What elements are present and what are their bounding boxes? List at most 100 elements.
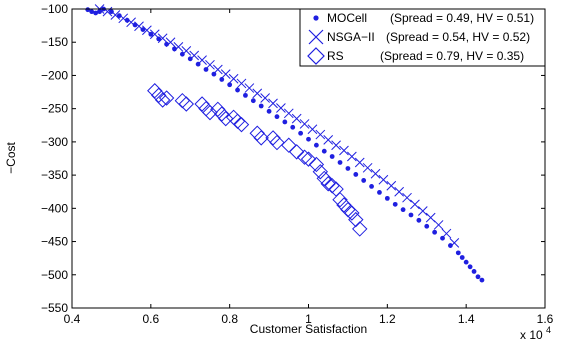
point-rs [308,156,325,173]
point-mocell [243,92,248,98]
point-mocell [345,166,351,171]
point-nsga2 [433,220,444,230]
point-nsga2 [126,17,136,28]
y-tick-label: −250 [41,102,68,116]
point-nsga2 [386,180,397,191]
legend-series-stats: (Spread = 0.49, HV = 0.51) [390,11,534,25]
point-mocell [377,189,382,195]
point-rs [348,211,364,228]
point-nsga2 [118,13,129,24]
point-nsga2 [189,50,200,61]
point-nsga2 [134,21,144,32]
x-tick-label: 1 [305,312,312,326]
point-mocell [353,172,359,177]
point-mocell [400,207,406,213]
point-nsga2 [228,73,239,84]
point-rs [210,101,226,118]
point-nsga2 [236,78,247,89]
point-nsga2 [205,59,215,70]
point-rs [344,205,360,221]
point-rs [265,130,281,146]
point-rs [269,134,285,151]
x-tick-label: 0.8 [221,312,238,326]
point-rs [300,151,317,167]
point-nsga2 [252,88,263,99]
point-mocell [459,255,465,260]
point-rs [218,110,234,127]
y-tick-label: −550 [41,301,68,315]
x-tick-label: 1.4 [458,312,475,326]
point-rs [296,149,313,165]
legend-marker-x-icon [308,29,324,45]
point-mocell [227,82,233,88]
point-mocell [211,71,217,77]
point-mocell [448,243,453,248]
y-axis-label: −Cost [4,141,18,173]
point-nsga2 [449,238,460,248]
point-mocell [455,250,461,256]
point-mocell [463,259,469,265]
point-nsga2 [307,124,318,135]
point-mocell [471,269,477,274]
point-rs [202,104,218,121]
point-mocell [156,36,162,42]
point-nsga2 [417,206,428,216]
point-mocell [298,130,304,136]
point-mocell [203,67,209,72]
point-nsga2 [315,129,326,140]
x-axis-multiplier-base: x 10 [520,328,543,342]
legend-series-name: NSGA−II [327,30,375,44]
point-mocell [432,229,438,235]
point-nsga2 [331,140,341,151]
point-nsga2 [402,192,412,203]
point-nsga2 [425,212,436,223]
point-mocell [282,119,288,125]
point-mocell [258,103,264,109]
x-tick-label: 0.6 [142,312,159,326]
point-nsga2 [110,10,121,20]
point-mocell [424,223,430,229]
point-rs [281,137,297,153]
x-tick-label: 1.2 [379,312,396,326]
point-nsga2 [157,33,168,44]
legend-marker-dot-icon [313,15,319,21]
x-axis-multiplier: x 10 4 [520,325,551,342]
point-rs [332,191,348,208]
point-nsga2 [291,113,302,124]
point-nsga2 [220,69,231,79]
point-mocell [321,148,327,154]
x-axis-multiplier-exponent: 4 [546,325,551,335]
y-tick-label: −300 [41,135,68,149]
point-nsga2 [362,162,373,173]
point-mocell [250,98,256,104]
point-mocell [392,201,398,207]
point-rs [249,125,265,141]
point-mocell [479,277,485,283]
legend: MOCell (Spread = 0.49, HV = 0.51) NSGA−I… [299,8,546,67]
point-rs [233,116,250,133]
point-rs [151,87,167,104]
y-tick-label: −500 [41,268,68,282]
point-nsga2 [323,135,334,145]
point-mocell [306,136,311,142]
point-mocell [219,77,225,82]
point-mocell [235,87,240,93]
x-axis-label: Customer Satisfaction [250,322,367,336]
y-tick-label: −150 [41,35,68,49]
point-nsga2 [197,55,207,66]
point-mocell [416,217,422,223]
legend-entry-mocell: MOCell (Spread = 0.49, HV = 0.51) [313,11,534,25]
x-tick-label: 0.4 [64,312,81,326]
point-rs [253,130,269,146]
point-mocell [266,108,272,114]
point-nsga2 [410,199,420,210]
point-rs [158,90,175,106]
legend-series-stats: (Spread = 0.79, HV = 0.35) [380,49,524,63]
point-mocell [440,235,445,241]
point-nsga2 [378,174,389,185]
point-nsga2 [149,29,160,40]
point-mocell [475,274,481,280]
legend-entry-nsga2: NSGA−II (Spread = 0.54, HV = 0.52) [308,29,530,45]
axis-ticks: 0.4 0.6 0.8 1 1.2 1.4 1.6 −100 −150 −200 −250 −300 −… [41,2,554,326]
